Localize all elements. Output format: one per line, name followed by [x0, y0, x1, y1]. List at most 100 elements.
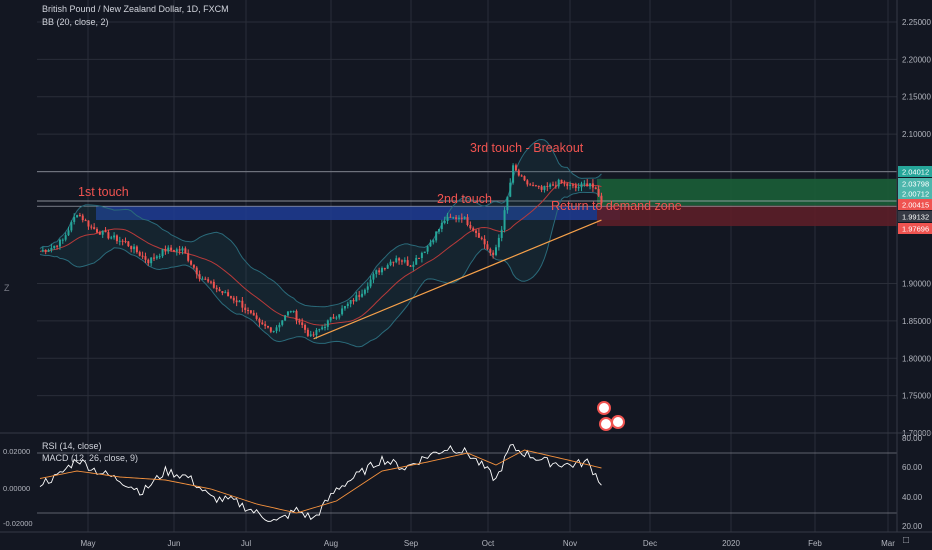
ascending-trendline: [313, 219, 602, 340]
candle-body: [383, 268, 386, 270]
candle-body: [309, 334, 312, 336]
candle-body: [549, 184, 552, 187]
candle-body: [329, 317, 332, 321]
candle-body: [483, 238, 486, 245]
candle-body: [61, 239, 64, 241]
y-tick-label: 2.15000: [902, 93, 931, 102]
candle-body: [264, 324, 267, 326]
x-tick-label: Aug: [324, 539, 338, 548]
candle-body: [104, 230, 107, 233]
candle-body: [586, 183, 589, 187]
candle-body: [546, 185, 549, 187]
candle-body: [107, 232, 110, 239]
candle-body: [138, 252, 141, 256]
candle-body: [161, 249, 164, 257]
macd-indicator-label[interactable]: MACD (12, 26, close, 9): [42, 453, 139, 463]
candle-body: [210, 281, 212, 283]
candle-body: [409, 265, 412, 267]
x-tick-label: Nov: [563, 539, 577, 548]
price-label-bg: [898, 223, 932, 234]
rsi-macd-pane: [37, 443, 897, 522]
candle-body: [76, 215, 79, 218]
candle-body: [144, 256, 147, 260]
candle-body: [275, 327, 278, 331]
candle-body: [406, 260, 409, 266]
x-tick-label: Dec: [643, 539, 657, 548]
rsi-line: [39, 443, 602, 522]
price-label-bg: [898, 188, 932, 199]
candle-body: [600, 195, 603, 204]
candle-body: [403, 260, 406, 262]
chart-annotation-text: 3rd touch - Breakout: [470, 141, 584, 155]
candle-body: [597, 189, 600, 196]
emoji-reactions-icon[interactable]: [597, 401, 625, 431]
x-tick-label: Mar: [881, 539, 895, 548]
candle-body: [267, 325, 269, 328]
candle-body: [170, 247, 173, 251]
bb-upper-line: [39, 138, 602, 308]
tradingview-logo-icon[interactable]: □: [903, 535, 910, 546]
candle-body: [249, 310, 252, 313]
price-label-bg: [898, 178, 932, 189]
candle-body: [326, 320, 329, 327]
candle-body: [452, 217, 455, 219]
replay-z-icon[interactable]: Z: [4, 283, 10, 293]
candle-body: [591, 183, 594, 188]
candle-body: [560, 179, 563, 184]
candle-body: [466, 217, 469, 226]
candle-body: [381, 268, 383, 273]
candle-body: [295, 310, 298, 321]
y-tick-label: 1.75000: [902, 392, 931, 401]
price-label-bg: [898, 211, 932, 222]
chart-grid: [37, 0, 897, 532]
candle-body: [583, 183, 586, 185]
candle-body: [58, 239, 61, 247]
rsi-indicator-label[interactable]: RSI (14, close): [42, 441, 102, 451]
candle-body: [352, 300, 355, 302]
stop-zone-rect: [597, 205, 897, 227]
candle-body: [363, 289, 366, 294]
candle-body: [361, 293, 364, 297]
candle-body: [292, 310, 295, 312]
candle-body: [475, 230, 478, 234]
candle-body: [178, 249, 181, 251]
candle-body: [415, 257, 418, 265]
candle-body: [389, 261, 392, 266]
candle-body: [147, 259, 150, 264]
emoji-bubble: [597, 401, 611, 415]
candle-body: [472, 228, 475, 231]
candle-body: [375, 270, 378, 275]
candle-body: [158, 256, 161, 258]
macd-tick-label: -0.02000: [3, 519, 33, 528]
candle-body: [272, 330, 275, 332]
candle-body: [418, 257, 421, 259]
candle-body: [346, 303, 349, 307]
emoji-bubble: [599, 417, 613, 431]
candle-body: [569, 184, 572, 186]
rsi-tick-label: 40.00: [902, 493, 923, 502]
candle-body: [517, 170, 520, 176]
candle-body: [440, 222, 443, 230]
price-label-text: 2.00415: [902, 201, 929, 210]
candle-body: [386, 265, 389, 269]
chart-zones: [37, 171, 897, 227]
macd-tick-label: 0.00000: [3, 484, 30, 493]
candle-body: [301, 322, 304, 325]
candle-body: [566, 183, 569, 186]
candle-body: [232, 297, 235, 301]
y-tick-label: 2.20000: [902, 55, 931, 64]
bb-indicator-label[interactable]: BB (20, close, 2): [42, 17, 109, 27]
candle-body: [343, 306, 346, 309]
candle-body: [543, 185, 546, 190]
y-tick-label: 1.80000: [902, 354, 931, 363]
rsi-tick-label: 60.00: [902, 463, 923, 472]
candle-body: [255, 315, 258, 319]
candle-body: [552, 184, 554, 186]
candle-body: [201, 278, 204, 280]
candle-body: [258, 318, 261, 323]
candle-body: [366, 286, 369, 290]
candle-body: [335, 317, 338, 319]
candle-body: [289, 311, 292, 313]
